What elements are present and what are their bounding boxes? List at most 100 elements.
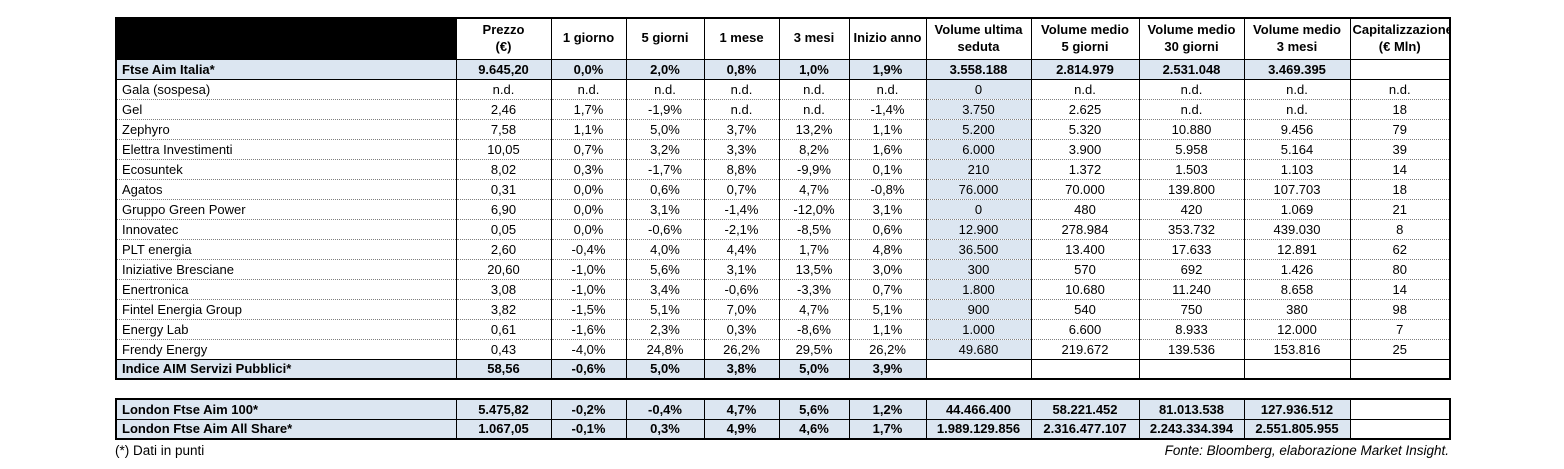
table-row: Gala (sospesa) n.d. n.d. n.d. n.d. n.d. n.d. 0 n…	[115, 78, 1451, 100]
cell-5-giorni: 0,3%	[625, 418, 705, 440]
col-header-line: seduta	[957, 38, 1000, 54]
cell-capitalizzazione	[1349, 358, 1451, 380]
cell-1-mese: 4,9%	[703, 418, 780, 440]
row-label: Ftse Aim Italia*	[115, 58, 457, 80]
cell-volume-medio-30-giorni: 139.536	[1138, 338, 1245, 360]
cell-inizio-anno: 1,7%	[848, 418, 927, 440]
cell-volume-medio-30-giorni: 8.933	[1138, 318, 1245, 340]
cell-3-mesi: -8,5%	[778, 218, 850, 240]
cell-inizio-anno: 3,0%	[848, 258, 927, 280]
cell-volume-medio-3-mesi: 2.551.805.955	[1243, 418, 1351, 440]
cell-1-giorno: 0,0%	[550, 198, 627, 220]
cell-volume-ultima-seduta: 1.989.129.856	[925, 418, 1032, 440]
col-header-line: 30 giorni	[1164, 38, 1219, 54]
cell-capitalizzazione	[1349, 418, 1451, 440]
cell-inizio-anno: 4,8%	[848, 238, 927, 260]
cell-volume-medio-3-mesi: 107.703	[1243, 178, 1351, 200]
col-header-line: 3 mesi	[1276, 38, 1318, 54]
cell-5-giorni: 5,0%	[625, 118, 705, 140]
cell-prezzo: 2,46	[455, 98, 552, 120]
cell-capitalizzazione: 21	[1349, 198, 1451, 220]
cell-5-giorni: 2,0%	[625, 58, 705, 80]
cell-volume-medio-3-mesi: 127.936.512	[1243, 398, 1351, 420]
cell-volume-medio-30-giorni: 750	[1138, 298, 1245, 320]
cell-1-giorno: 1,1%	[550, 118, 627, 140]
cell-volume-medio-3-mesi: 12.000	[1243, 318, 1351, 340]
cell-1-mese: 4,4%	[703, 238, 780, 260]
cell-5-giorni: 5,0%	[625, 358, 705, 380]
col-header-volume-ultima-seduta: Volume ultima seduta	[925, 17, 1032, 60]
cell-inizio-anno: 3,9%	[848, 358, 927, 380]
cell-inizio-anno: 1,9%	[848, 58, 927, 80]
table-row: Elettra Investimenti 10,05 0,7% 3,2% 3,3% 8,2…	[115, 138, 1451, 160]
cell-capitalizzazione: 7	[1349, 318, 1451, 340]
cell-volume-medio-3-mesi: 5.164	[1243, 138, 1351, 160]
cell-1-giorno: 0,0%	[550, 178, 627, 200]
cell-1-giorno: n.d.	[550, 78, 627, 100]
cell-1-mese: 0,7%	[703, 178, 780, 200]
cell-prezzo: n.d.	[455, 78, 552, 100]
col-header-line: 5 giorni	[1061, 38, 1109, 54]
cell-volume-ultima-seduta: 12.900	[925, 218, 1032, 240]
col-header-line: Volume medio	[1041, 21, 1129, 37]
cell-inizio-anno: 0,1%	[848, 158, 927, 180]
table-row: Indice AIM Servizi Pubblici* 58,56 -0,6% 5,…	[115, 358, 1451, 380]
cell-volume-medio-5-giorni: 2.625	[1030, 98, 1140, 120]
cell-5-giorni: 3,4%	[625, 278, 705, 300]
col-header-line: 3 mesi	[793, 30, 835, 46]
cell-prezzo: 7,58	[455, 118, 552, 140]
cell-volume-medio-30-giorni: 17.633	[1138, 238, 1245, 260]
cell-volume-medio-5-giorni: 5.320	[1030, 118, 1140, 140]
cell-1-mese: -1,4%	[703, 198, 780, 220]
table-row: Gruppo Green Power 6,90 0,0% 3,1% -1,4% -12,0…	[115, 198, 1451, 220]
cell-5-giorni: 24,8%	[625, 338, 705, 360]
cell-volume-medio-5-giorni: 219.672	[1030, 338, 1140, 360]
cell-volume-ultima-seduta: 1.800	[925, 278, 1032, 300]
cell-volume-ultima-seduta: 0	[925, 78, 1032, 100]
cell-volume-ultima-seduta: 49.680	[925, 338, 1032, 360]
row-label: Enertronica	[115, 278, 457, 300]
row-label: Agatos	[115, 178, 457, 200]
cell-3-mesi: -8,6%	[778, 318, 850, 340]
cell-volume-medio-3-mesi: 12.891	[1243, 238, 1351, 260]
col-header-line: Volume medio	[1253, 21, 1341, 37]
col-header-line: 1 giorno	[562, 30, 615, 46]
cell-5-giorni: 5,6%	[625, 258, 705, 280]
cell-capitalizzazione: 25	[1349, 338, 1451, 360]
cell-volume-medio-30-giorni: 692	[1138, 258, 1245, 280]
cell-volume-medio-30-giorni: 353.732	[1138, 218, 1245, 240]
cell-volume-medio-30-giorni: 420	[1138, 198, 1245, 220]
cell-prezzo: 0,05	[455, 218, 552, 240]
col-header-5-giorni: 5 giorni	[625, 17, 705, 60]
cell-1-giorno: 0,3%	[550, 158, 627, 180]
cell-5-giorni: n.d.	[625, 78, 705, 100]
cell-3-mesi: 5,0%	[778, 358, 850, 380]
cell-prezzo: 6,90	[455, 198, 552, 220]
cell-inizio-anno: 0,6%	[848, 218, 927, 240]
table-row: Iniziative Bresciane 20,60 -1,0% 5,6% 3,1% 13…	[115, 258, 1451, 280]
cell-volume-medio-3-mesi: 8.658	[1243, 278, 1351, 300]
cell-volume-ultima-seduta: 0	[925, 198, 1032, 220]
cell-volume-medio-5-giorni	[1030, 358, 1140, 380]
cell-volume-ultima-seduta: 44.466.400	[925, 398, 1032, 420]
cell-1-mese: n.d.	[703, 78, 780, 100]
cell-volume-ultima-seduta: 3.558.188	[925, 58, 1032, 80]
cell-prezzo: 9.645,20	[455, 58, 552, 80]
cell-inizio-anno: n.d.	[848, 78, 927, 100]
col-header-1-giorno: 1 giorno	[550, 17, 627, 60]
aim-italia-table-body: Ftse Aim Italia* 9.645,20 0,0% 2,0% 0,8% 1,0%…	[115, 58, 1451, 380]
cell-5-giorni: 2,3%	[625, 318, 705, 340]
cell-1-giorno: -1,6%	[550, 318, 627, 340]
cell-inizio-anno: -1,4%	[848, 98, 927, 120]
table-row: Fintel Energia Group 3,82 -1,5% 5,1% 7,0% 4,7…	[115, 298, 1451, 320]
cell-inizio-anno: 1,1%	[848, 318, 927, 340]
cell-1-giorno: -1,5%	[550, 298, 627, 320]
cell-3-mesi: n.d.	[778, 78, 850, 100]
table-row: Innovatec 0,05 0,0% -0,6% -2,1% -8,5% 0,6% 12.9…	[115, 218, 1451, 240]
cell-3-mesi: 1,7%	[778, 238, 850, 260]
cell-5-giorni: 3,2%	[625, 138, 705, 160]
cell-volume-medio-30-giorni: 10.880	[1138, 118, 1245, 140]
cell-1-giorno: 0,0%	[550, 58, 627, 80]
cell-3-mesi: -9,9%	[778, 158, 850, 180]
cell-volume-medio-5-giorni: 2.316.477.107	[1030, 418, 1140, 440]
